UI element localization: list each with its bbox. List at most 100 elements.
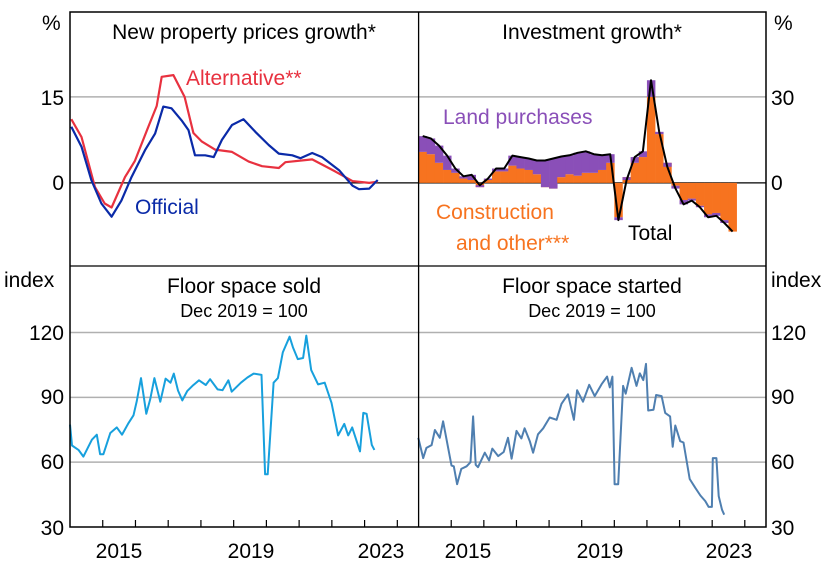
land-purchases-bar <box>557 156 566 178</box>
construction-bar <box>598 169 607 183</box>
construction-bar <box>712 182 721 213</box>
construction-bar <box>679 182 689 201</box>
y-tick-label: 60 <box>41 451 64 474</box>
floor-space-sold-line <box>69 334 376 476</box>
series-label-official: Official <box>135 196 199 219</box>
official-line <box>70 105 379 218</box>
y-tick-label: 120 <box>29 322 64 345</box>
construction-bar <box>426 154 436 183</box>
land-purchases-bar <box>491 168 501 172</box>
y-tick-label: 30 <box>41 517 64 540</box>
construction-bar <box>687 182 697 199</box>
y-tick-label: 0 <box>52 172 64 195</box>
construction-bar <box>638 157 648 183</box>
y-unit-left-bottom: index <box>4 269 55 292</box>
land-purchases-bar <box>573 152 582 176</box>
y-tick-label: 30 <box>771 87 794 110</box>
y-tick-label: 120 <box>771 322 806 345</box>
construction-bar <box>720 182 729 221</box>
series-label-construction-2: and other*** <box>456 232 569 255</box>
x-tick-label: 2023 <box>358 540 405 563</box>
land-purchases-bar <box>638 151 648 158</box>
construction-bar <box>434 162 444 183</box>
y-tick-label: 15 <box>41 87 64 110</box>
y-unit-right-bottom: index <box>771 269 822 292</box>
land-purchases-bar <box>565 155 574 175</box>
land-purchases-bar <box>646 80 656 97</box>
land-purchases-bar <box>540 160 550 188</box>
x-tick-label: 2015 <box>445 540 492 563</box>
construction-bar <box>573 175 582 183</box>
total-line <box>422 79 734 233</box>
construction-bar <box>524 169 534 183</box>
construction-bar <box>606 162 615 183</box>
land-purchases-bar <box>451 168 460 173</box>
land-purchases-bar <box>508 155 517 166</box>
construction-bar <box>443 169 452 183</box>
panel-title-prices: New property prices growth* <box>112 21 376 44</box>
construction-bar <box>695 182 705 206</box>
panel-title-investment: Investment growth* <box>502 21 682 44</box>
panel-title-started: Floor space started <box>502 275 682 298</box>
land-purchases-bar <box>712 212 721 216</box>
construction-bar <box>565 174 574 183</box>
series-label-alternative: Alternative** <box>186 67 302 90</box>
y-tick-label: 90 <box>41 386 64 409</box>
x-tick-label: 2019 <box>577 540 624 563</box>
construction-bar <box>532 174 542 183</box>
land-purchases-bar <box>434 145 444 163</box>
series-label-land: Land purchases <box>443 106 592 129</box>
construction-bar <box>581 172 591 183</box>
land-purchases-bar <box>532 160 542 175</box>
land-purchases-bar <box>418 136 428 152</box>
construction-bar <box>704 182 713 215</box>
land-purchases-bar <box>720 220 729 223</box>
floor-space-started-line <box>417 362 726 516</box>
chart-marks <box>69 74 737 516</box>
construction-bar <box>557 177 566 183</box>
land-purchases-bar <box>426 138 436 155</box>
construction-bar <box>614 182 623 218</box>
y-unit-left-top: % <box>42 12 61 35</box>
land-purchases-bar <box>516 157 525 169</box>
panel-subtitle-started: Dec 2019 = 100 <box>528 301 656 321</box>
construction-bar <box>589 172 599 183</box>
construction-bar <box>630 162 640 183</box>
construction-bar <box>467 179 476 183</box>
land-purchases-bar <box>549 158 558 189</box>
construction-bar <box>728 182 737 232</box>
y-tick-label: 60 <box>771 451 794 474</box>
x-tick-label: 2023 <box>706 540 753 563</box>
land-purchases-bar <box>459 176 468 179</box>
construction-bar <box>483 179 493 183</box>
construction-bar <box>508 165 517 183</box>
x-tick-label: 2015 <box>96 540 143 563</box>
x-ticks <box>102 520 746 527</box>
land-purchases-bar <box>524 158 534 170</box>
construction-bar <box>418 151 428 183</box>
y-unit-right-top: % <box>774 12 793 35</box>
construction-bar <box>500 171 509 183</box>
construction-bar <box>646 96 656 183</box>
y-tick-label: 30 <box>771 517 794 540</box>
land-purchases-bar <box>630 157 640 163</box>
land-purchases-bar <box>589 154 599 173</box>
land-purchases-bar <box>704 214 713 218</box>
construction-bar <box>459 178 468 183</box>
construction-bar <box>451 172 460 183</box>
land-purchases-bar <box>679 200 689 205</box>
construction-bar <box>671 182 680 186</box>
x-tick-label: 2019 <box>228 540 275 563</box>
land-purchases-bar <box>467 174 476 180</box>
series-label-construction: Construction <box>436 201 554 224</box>
construction-bar <box>516 168 525 183</box>
construction-bar <box>663 162 672 183</box>
y-tick-label: 0 <box>771 172 783 195</box>
panel-title-sold: Floor space sold <box>167 275 321 298</box>
land-purchases-bar <box>443 155 452 170</box>
land-purchases-bar <box>500 168 509 172</box>
series-label-total: Total <box>628 222 672 245</box>
land-purchases-bar <box>581 151 591 173</box>
alternative-line <box>70 74 378 209</box>
